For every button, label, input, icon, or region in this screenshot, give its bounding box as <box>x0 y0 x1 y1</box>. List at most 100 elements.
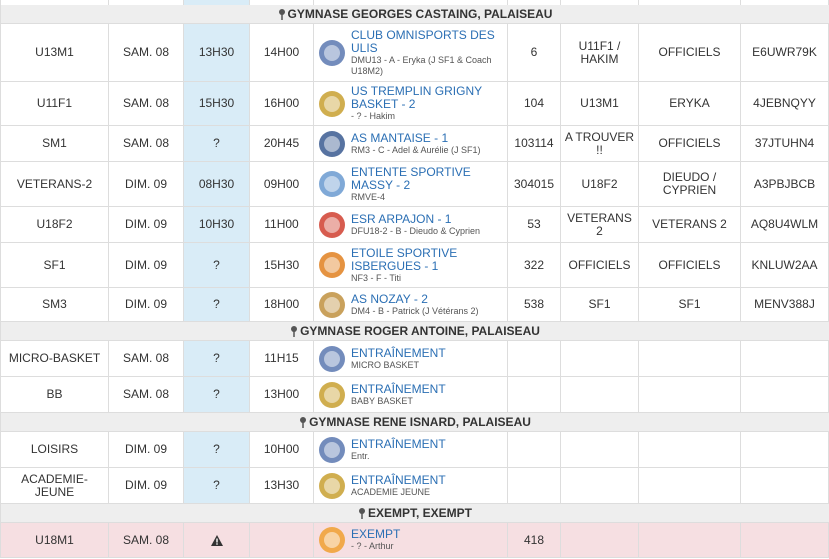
cell: AS MANTAISE - 1 RM3 - C - Adel & Aurélie … <box>314 126 508 162</box>
start: 20H45 <box>263 136 300 150</box>
start: 11H15 <box>264 351 299 365</box>
meet: ? <box>213 257 220 272</box>
cell: ENTENTE SPORTIVE MASSY - 2 RMVE-4 <box>314 162 508 207</box>
team-logo <box>319 130 345 157</box>
cell: VETERANS-2 <box>0 162 109 207</box>
opponent-link[interactable]: CLUB OMNISPORTS DES ULIS <box>351 27 495 55</box>
cell: AS NOZAY - 2 DM4 - B - Patrick (J Vétéran… <box>314 288 508 322</box>
cell: 304015 <box>508 162 561 207</box>
section-header: EXEMPT, EXEMPT <box>0 504 829 523</box>
team: U18F2 <box>36 217 73 231</box>
number: 304015 <box>513 176 555 191</box>
cell: 13H00 <box>250 377 314 413</box>
cell: 11H00 <box>250 207 314 243</box>
number: 538 <box>523 297 545 311</box>
cell: DIEUDO / CYPRIEN <box>639 162 741 207</box>
meet: 15H30 <box>198 96 235 110</box>
cell: 14H00 <box>250 24 314 82</box>
warning-icon <box>210 534 223 546</box>
number: 104 <box>523 96 545 110</box>
section-header: GYMNASE ROGER ANTOINE, PALAISEAU <box>0 322 829 341</box>
day: SAM. 08 <box>122 45 170 59</box>
cell: 08H30 <box>184 162 250 207</box>
col8: DIEUDO / CYPRIEN <box>662 170 717 197</box>
start: 10H00 <box>263 442 300 456</box>
meet: ? <box>213 351 220 365</box>
code: MENV388J <box>754 297 815 311</box>
opponent-link[interactable]: ENTRAÎNEMENT <box>351 381 446 396</box>
cell <box>561 523 639 558</box>
number: 103114 <box>514 136 554 150</box>
cell: 13H30 <box>184 24 250 82</box>
match-detail: RMVE-4 <box>351 191 386 202</box>
opponent-link[interactable]: US TREMPLIN GRIGNY BASKET - 2 <box>351 84 482 111</box>
opponent-link[interactable]: AS NOZAY - 2 <box>351 291 428 306</box>
cell: DIM. 09 <box>109 288 184 322</box>
start: 13H00 <box>263 387 300 401</box>
cell: 15H30 <box>184 82 250 126</box>
opponent-link[interactable]: ESR ARPAJON - 1 <box>351 211 452 226</box>
start: 14H00 <box>263 45 300 59</box>
cell: MENV388J <box>741 288 829 322</box>
match-detail: - ? - Hakim <box>351 111 396 121</box>
code: E6UWR79K <box>752 45 817 59</box>
team: BB <box>46 387 63 401</box>
col8: OFFICIELS <box>658 45 721 59</box>
match-detail: - ? - Arthur <box>351 541 394 551</box>
cell: SM1 <box>0 126 109 162</box>
cell: CLUB OMNISPORTS DES ULIS DMU13 - A - Eryk… <box>314 24 508 82</box>
team: SM3 <box>42 297 67 311</box>
day: DIM. 09 <box>124 176 167 191</box>
opponent-link[interactable]: EXEMPT <box>351 527 401 541</box>
cell <box>508 432 561 468</box>
team-logo <box>319 291 345 318</box>
cell: ? <box>184 377 250 413</box>
col7: SF1 <box>588 297 611 311</box>
cell <box>639 432 741 468</box>
cell: DIM. 09 <box>109 432 184 468</box>
day: DIM. 09 <box>124 257 167 272</box>
cell: 538 <box>508 288 561 322</box>
meet: ? <box>213 478 220 492</box>
cell: ENTRAÎNEMENT ACADEMIE JEUNE <box>314 468 508 504</box>
cell: ENTRAÎNEMENT MICRO BASKET <box>314 341 508 377</box>
opponent-link[interactable]: AS MANTAISE - 1 <box>351 130 449 145</box>
cell: OFFICIELS <box>639 24 741 82</box>
opponent-link[interactable]: ETOILE SPORTIVE ISBERGUES - 1 <box>351 245 458 273</box>
opponent-link[interactable]: ENTRAÎNEMENT <box>351 345 446 360</box>
cell: U11F1 <box>0 82 109 126</box>
day: SAM. 08 <box>122 351 170 365</box>
meet: ? <box>213 136 220 150</box>
meet: 13H30 <box>198 45 235 59</box>
cell: 09H00 <box>250 162 314 207</box>
col7: U18F2 <box>581 176 618 191</box>
team: VETERANS-2 <box>16 176 93 191</box>
team-logo <box>319 527 345 553</box>
cell: 322 <box>508 243 561 288</box>
match-detail: BABY BASKET <box>351 395 413 406</box>
cell: AQ8U4WLM <box>741 207 829 243</box>
cell: ENTRAÎNEMENT Entr. <box>314 432 508 468</box>
team-logo <box>319 171 345 197</box>
cell <box>639 468 741 504</box>
pin-icon <box>291 326 298 337</box>
cell: DIM. 09 <box>109 243 184 288</box>
opponent-link[interactable]: ENTRAÎNEMENT <box>351 436 446 451</box>
cell: KNLUW2AA <box>741 243 829 288</box>
cell <box>741 377 829 413</box>
team-logo <box>319 345 345 372</box>
cell: 18H00 <box>250 288 314 322</box>
opponent-link[interactable]: ENTRAÎNEMENT <box>351 472 446 487</box>
team: U13M1 <box>35 45 74 59</box>
pin-icon <box>278 9 285 20</box>
opponent-link[interactable]: ENTENTE SPORTIVE MASSY - 2 <box>351 164 471 192</box>
col8: OFFICIELS <box>658 257 721 272</box>
cell: US TREMPLIN GRIGNY BASKET - 2- ? - Hakim <box>314 82 508 126</box>
pin-icon <box>358 508 365 519</box>
cell <box>561 377 639 413</box>
match-detail: NF3 - F - Titi <box>351 272 401 283</box>
cell: ENTRAÎNEMENT BABY BASKET <box>314 377 508 413</box>
cell: U18M1 <box>0 523 109 558</box>
cell <box>741 341 829 377</box>
cell: SAM. 08 <box>109 126 184 162</box>
